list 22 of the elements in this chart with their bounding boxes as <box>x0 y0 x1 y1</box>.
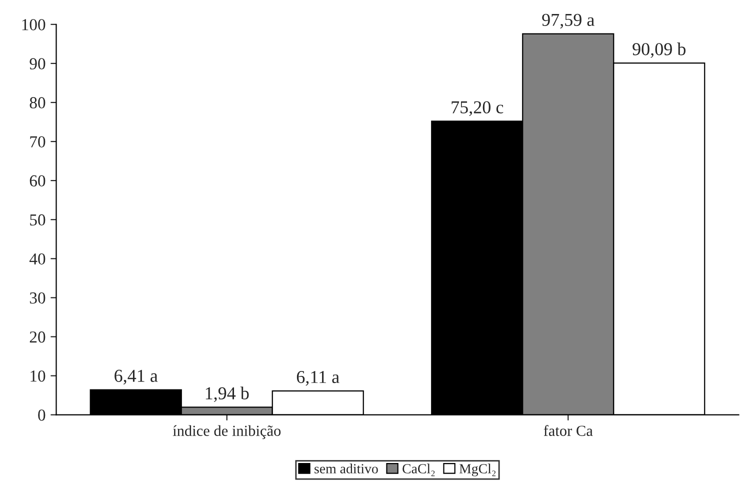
data-label: 90,09 b <box>632 42 686 58</box>
data-label: 6,11 a <box>296 370 340 386</box>
data-label: 75,20 c <box>452 101 504 116</box>
y-tick-label: 60 <box>30 175 46 187</box>
data-label: 1,94 b <box>206 386 249 402</box>
data-label: 6,41 a <box>114 370 158 385</box>
x-tick-label: índice de inibição <box>172 425 281 440</box>
y-tick-label: 50 <box>30 214 46 226</box>
x-tick-label: fator Ca <box>544 425 593 436</box>
y-tick-label: 70 <box>30 136 46 148</box>
legend-label: sem aditivo <box>314 464 378 474</box>
y-tick-label: 30 <box>30 292 46 304</box>
data-label: 97,59 a <box>542 14 594 29</box>
y-tick-label: 100 <box>22 19 46 30</box>
legend-label: MgCl₂ <box>459 464 496 476</box>
y-tick-label: 0 <box>38 410 46 421</box>
y-tick-label: 40 <box>29 253 46 265</box>
legend-label: CaCl₂ <box>402 464 435 476</box>
y-tick-label: 80 <box>30 97 46 108</box>
y-tick-label: 90 <box>30 58 46 70</box>
y-tick-label: 10 <box>30 370 46 382</box>
y-tick-label: 20 <box>30 331 46 343</box>
